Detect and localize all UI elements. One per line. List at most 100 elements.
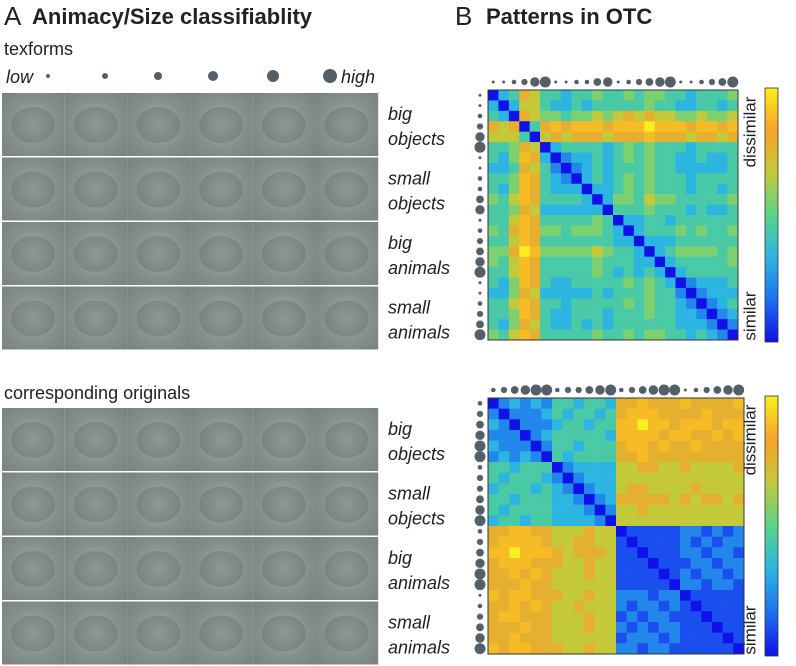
heatmap-cell <box>696 225 708 237</box>
heatmap-cell <box>633 277 645 289</box>
heatmap-cell <box>613 225 624 237</box>
heatmap-cell <box>637 590 649 601</box>
heatmap-cell <box>717 298 728 310</box>
image-object <box>324 486 369 523</box>
heatmap-cell <box>562 451 574 463</box>
heatmap-cell <box>530 590 542 601</box>
heatmap-cell <box>530 600 542 612</box>
heatmap-cell <box>571 246 583 257</box>
heatmap-cell <box>706 110 718 122</box>
heatmap-cell <box>594 568 606 580</box>
heatmap-cell <box>498 451 510 463</box>
heatmap-cell <box>520 526 531 537</box>
heatmap-cell <box>626 440 638 452</box>
heatmap-cell <box>675 183 687 195</box>
heatmap-cell <box>626 643 638 655</box>
heatmap-cell <box>602 215 614 226</box>
heatmap-cell <box>560 235 572 247</box>
heatmap-cell <box>552 472 563 484</box>
heatmap-cell <box>498 430 510 441</box>
heatmap-cell <box>658 547 670 559</box>
heatmap-cell <box>665 319 676 330</box>
heatmap-cell <box>706 194 718 205</box>
heatmap-cell <box>581 204 593 216</box>
heatmap-cell <box>498 173 510 185</box>
heatmap-cell <box>644 225 655 237</box>
image-tile <box>252 537 316 600</box>
heatmap-cell <box>658 483 670 495</box>
heatmap-cell <box>541 430 553 441</box>
image-object <box>261 551 306 587</box>
heatmap-cell <box>498 215 510 226</box>
size-dot <box>476 247 484 256</box>
heatmap-cell <box>540 90 551 101</box>
heatmap-cell <box>520 547 531 559</box>
heatmap-cell <box>717 319 728 330</box>
heatmap-cell <box>552 622 563 633</box>
heatmap-cell <box>519 194 530 205</box>
heatmap-cell <box>637 558 649 569</box>
heatmap-cell <box>675 329 687 341</box>
size-dot <box>564 386 572 394</box>
heatmap-cell <box>680 622 691 633</box>
heatmap-cell <box>637 408 649 420</box>
heatmap-cell <box>712 622 723 633</box>
heatmap-cell <box>488 277 499 289</box>
heatmap-cell <box>613 204 624 216</box>
image-tile <box>2 286 65 350</box>
heatmap-cell <box>616 622 627 633</box>
heatmap-cell <box>508 308 520 320</box>
heatmap-cell <box>594 536 606 548</box>
heatmap-cell <box>509 579 521 591</box>
heatmap-cell <box>616 504 627 516</box>
heatmap-cell <box>519 287 530 299</box>
heatmap-cell <box>616 472 627 484</box>
heatmap-cell <box>488 298 499 310</box>
heatmap-cell <box>519 152 530 164</box>
heatmap-cell <box>509 632 521 644</box>
heatmap-cell <box>562 622 574 633</box>
heatmap-cell <box>613 215 624 226</box>
heatmap-cell <box>680 462 691 473</box>
heatmap-cell <box>509 494 521 505</box>
heatmap-cell <box>696 110 708 122</box>
heatmap-cell <box>488 536 499 548</box>
heatmap-cell <box>541 632 553 644</box>
heatmap-cell <box>665 173 676 185</box>
image-object <box>11 615 55 652</box>
heatmap-cell <box>581 267 593 278</box>
heatmap-cell <box>706 267 718 278</box>
size-dot <box>476 548 484 557</box>
heatmap-cell <box>616 579 627 591</box>
heatmap-cell <box>658 494 670 505</box>
heatmap-cell <box>637 419 649 431</box>
heatmap-cell <box>541 408 553 420</box>
heatmap-cell <box>488 472 499 484</box>
heatmap-cell <box>626 536 638 548</box>
heatmap-cell <box>498 643 510 655</box>
heatmap-cell <box>658 600 670 612</box>
heatmap-cell <box>584 472 595 484</box>
heatmap-cell <box>581 110 593 122</box>
heatmap-cell <box>701 398 713 409</box>
heatmap-cell <box>727 319 739 330</box>
heatmap-cell <box>685 319 697 330</box>
heatmap-cell <box>550 225 562 237</box>
heatmap-cell <box>560 152 572 164</box>
heatmap-cell <box>488 579 499 591</box>
heatmap-cell <box>508 298 520 310</box>
heatmap-cell <box>669 611 681 623</box>
heatmap-cell <box>605 632 617 644</box>
size-dot <box>541 384 553 396</box>
heatmap-cell <box>488 308 499 320</box>
image-object <box>199 236 244 272</box>
heatmap-cell <box>541 590 553 601</box>
image-tile <box>252 93 316 156</box>
row-label: animals <box>388 573 450 593</box>
heatmap-cell <box>592 183 603 195</box>
heatmap-cell <box>602 121 614 132</box>
size-dot <box>723 385 733 395</box>
heatmap-cell <box>717 277 728 289</box>
heatmap-cell <box>675 298 687 310</box>
size-dot <box>477 228 483 233</box>
